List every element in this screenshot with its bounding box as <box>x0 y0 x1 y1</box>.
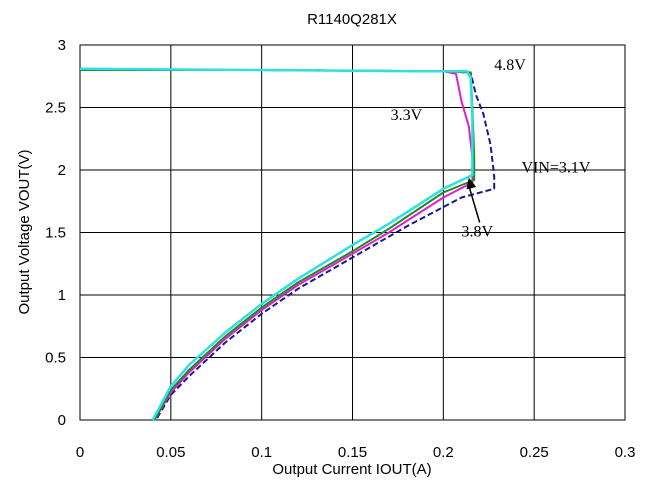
series-line-0 <box>80 69 496 421</box>
annotation-label: 4.8V <box>494 57 526 74</box>
x-tick-label: 0.05 <box>156 444 185 461</box>
grid-lines <box>80 45 625 420</box>
arrow-head <box>466 177 477 190</box>
arrow-shaft <box>468 185 481 223</box>
y-tick-label: 0.5 <box>45 350 66 367</box>
y-tick-label: 1 <box>58 287 66 304</box>
series-line-1 <box>80 69 474 421</box>
x-tick-label: 0.15 <box>338 444 367 461</box>
y-tick-label: 2.5 <box>45 100 66 117</box>
y-tick-label: 0 <box>58 412 66 429</box>
x-tick-label: 0 <box>76 444 84 461</box>
y-tick-label: 1.5 <box>45 225 66 242</box>
chart-title: R1140Q281X <box>307 11 397 28</box>
y-axis-label: Output Voltage VOUT(V) <box>16 149 33 314</box>
x-tick-label: 0.2 <box>433 444 454 461</box>
plot-frame <box>79 44 626 421</box>
annotation-label: 3.8V <box>462 223 494 240</box>
y-tick-labels: 0 0.5 1 1.5 2 2.5 3 <box>45 37 66 429</box>
y-tick-label: 3 <box>58 37 66 54</box>
x-tick-labels: 0 0.05 0.1 0.15 0.2 0.25 0.3 <box>76 444 636 461</box>
x-tick-label: 0.25 <box>520 444 549 461</box>
annotation-label: VIN=3.1V <box>521 160 590 177</box>
series-layer <box>79 67 496 421</box>
annotation-layer: 4.8V 3.3V VIN=3.1V 3.8V <box>391 57 591 240</box>
x-tick-label: 0.3 <box>615 444 636 461</box>
annotation-label: 3.3V <box>391 107 423 124</box>
y-tick-label: 2 <box>58 162 66 179</box>
series-line-3 <box>79 67 474 421</box>
x-axis-label: Output Current IOUT(A) <box>272 461 431 478</box>
x-tick-label: 0.1 <box>251 444 272 461</box>
